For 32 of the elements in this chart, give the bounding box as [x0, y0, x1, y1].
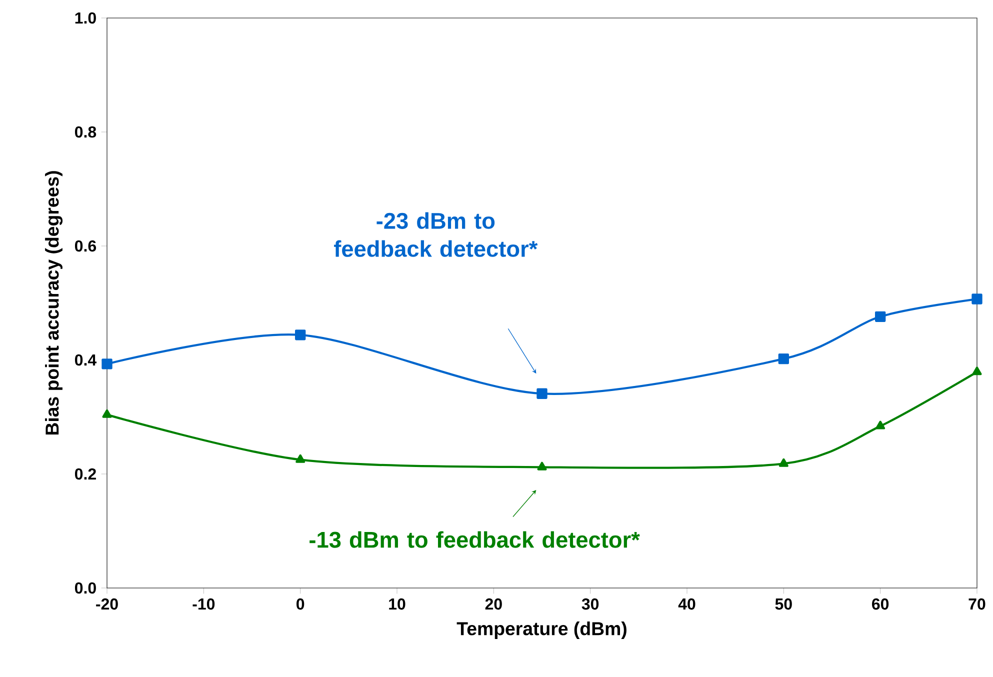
- point: [778, 354, 789, 364]
- x-tick-label: 0: [296, 598, 304, 610]
- point: [874, 311, 886, 322]
- y-tick-label: 0.6: [74, 240, 96, 252]
- x-tick-label: -20: [96, 598, 118, 610]
- x-tick-label: 50: [775, 598, 792, 610]
- x-tick-label: 30: [582, 598, 599, 610]
- point: [102, 358, 112, 370]
- point: [876, 420, 886, 430]
- y-tick-label: 0.2: [74, 468, 96, 480]
- text: -23 dBm to feedback detector*: [334, 212, 538, 257]
- x-tick-label: 10: [389, 598, 406, 610]
- point: [295, 330, 306, 340]
- y-tick-label: 0.0: [74, 582, 96, 594]
- point: [972, 294, 982, 304]
- point: [296, 454, 306, 463]
- x-tick-label: 70: [968, 598, 986, 610]
- y-tick-label: 0.4: [74, 354, 97, 366]
- x-tick-label: 20: [485, 598, 502, 610]
- point: [537, 462, 547, 470]
- x-tick-label: -10: [192, 598, 215, 610]
- y-tick-label: 0.8: [74, 126, 96, 138]
- point: [102, 409, 112, 418]
- x-axis-title: Temperature (dBm): [456, 622, 626, 639]
- point: [536, 388, 548, 399]
- point: [778, 458, 788, 467]
- legend-label: -13 dBm to feedback detector*: [310, 531, 640, 548]
- y-axis-title: Bias point accuracy (degrees): [45, 171, 63, 435]
- x-tick-label: 40: [678, 598, 696, 610]
- y-tick-label: 1.0: [75, 12, 96, 24]
- x-tick-label: 60: [872, 598, 889, 610]
- point: [972, 366, 982, 376]
